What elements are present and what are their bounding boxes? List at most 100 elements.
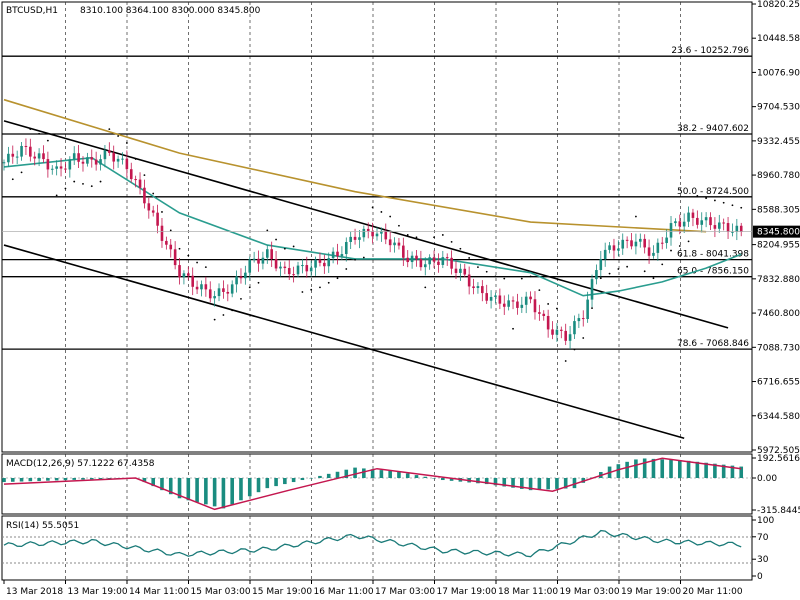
candle-bear	[560, 329, 563, 331]
macd-bar	[46, 478, 50, 481]
candle-bull	[358, 237, 361, 240]
rsi-panel[interactable]: RSI(14) 55.5051	[1, 515, 753, 581]
candle-bear	[239, 276, 243, 279]
price-tick-label: 5972.505	[757, 446, 800, 456]
sar-dot	[573, 348, 576, 351]
macd-panel[interactable]: MACD(12,26,9) 57.1222 67.4358	[1, 453, 753, 515]
macd-bar	[300, 478, 305, 481]
sar-dot	[55, 194, 58, 197]
macd-bar	[212, 478, 217, 507]
sar-dot	[29, 128, 32, 131]
candle-bear	[612, 245, 616, 251]
sar-dot	[99, 180, 102, 183]
macd-bar	[326, 473, 331, 478]
macd-bar	[265, 478, 270, 489]
macd-bar	[660, 459, 665, 478]
candle-bull	[656, 242, 660, 253]
sar-dot	[398, 224, 400, 227]
macd-bar	[405, 473, 410, 478]
price-tick-label: 6716.655	[757, 378, 800, 388]
macd-axis: 192.5616 0.00 -315.8445	[752, 454, 800, 516]
macd-bar	[19, 478, 24, 482]
sar-dot	[117, 135, 119, 137]
candle-bear	[147, 203, 151, 211]
candle-bull	[621, 239, 625, 249]
candle-bull	[634, 241, 638, 247]
macd-bar	[362, 468, 366, 478]
candle-bear	[274, 259, 278, 269]
sar-dot	[450, 240, 453, 243]
candle-bull	[213, 296, 216, 299]
candle-bull	[489, 296, 493, 301]
sar-dot	[591, 307, 593, 309]
candle-bear	[516, 301, 519, 308]
candle-bear	[11, 153, 15, 157]
candle-bull	[568, 334, 572, 341]
fibonacci-levels[interactable]: 23.6 - 10252.796 38.2 - 9407.602 50.0 - 87…	[2, 46, 752, 350]
sar-dot	[248, 286, 251, 289]
candle-bear	[143, 187, 146, 204]
candle-bull	[410, 255, 414, 263]
candle-bear	[77, 153, 80, 162]
sar-dot	[319, 286, 321, 289]
sar-dot	[161, 211, 163, 213]
sar-dot	[231, 309, 234, 312]
macd-bar	[160, 478, 164, 491]
candle-bear	[187, 273, 190, 276]
candle-bear	[108, 150, 111, 153]
macd-bar	[476, 478, 480, 484]
macd-tick-label: 192.5616	[757, 454, 800, 464]
candle-bear	[726, 223, 730, 232]
sar-dot	[538, 289, 541, 292]
candle-bear	[24, 145, 28, 147]
candle-bear	[630, 240, 633, 247]
current-price-label: 8345.800	[757, 228, 800, 238]
sar-dot	[678, 245, 681, 247]
macd-bar	[247, 478, 252, 497]
macd-tick-label: 0.00	[757, 474, 777, 484]
sar-dot	[152, 192, 155, 195]
candle-bear	[546, 315, 550, 330]
candle-bull	[735, 225, 739, 232]
macd-bar	[256, 478, 261, 493]
sar-dot	[503, 277, 506, 280]
rsi-tick-label: 0	[757, 572, 763, 582]
macd-bar	[449, 478, 454, 481]
candle-bear	[450, 257, 453, 269]
sar-dot	[424, 286, 427, 289]
candle-bull	[344, 241, 348, 255]
macd-bar	[511, 478, 515, 488]
sar-dot	[477, 266, 479, 269]
sar-dot	[266, 229, 269, 232]
macd-bar	[98, 478, 103, 480]
sar-dot	[64, 187, 67, 190]
macd-bar	[291, 478, 296, 483]
candle-bull	[72, 153, 76, 160]
rsi-tick-label: 30	[757, 555, 769, 565]
candle-bear	[270, 249, 273, 260]
rsi-line	[3, 529, 742, 558]
candle-bear	[511, 300, 515, 302]
sar-dot	[371, 206, 374, 209]
macd-bar	[739, 466, 744, 478]
rsi-tick-label: 100	[757, 516, 774, 526]
sar-dot	[468, 257, 471, 259]
candle-bear	[134, 179, 137, 181]
candle-bear	[660, 242, 664, 244]
sar-dot	[661, 263, 664, 266]
candle-bear	[722, 222, 725, 224]
sar-dot	[222, 314, 225, 316]
candle-bear	[292, 274, 295, 276]
price-tick-label: 9332.455	[757, 137, 800, 147]
macd-bar	[625, 461, 629, 478]
price-panel[interactable]: 23.6 - 10252.796 38.2 - 9407.602 50.0 - 87…	[1, 1, 753, 453]
candle-bear	[160, 225, 164, 241]
price-tick-label: 7460.800	[757, 309, 800, 319]
sar-dot	[705, 197, 708, 200]
sar-dot	[582, 337, 585, 339]
candle-bull	[327, 258, 331, 267]
sar-dot	[520, 277, 523, 280]
trend-channel[interactable]	[3, 120, 729, 440]
candle-bear	[195, 286, 199, 290]
